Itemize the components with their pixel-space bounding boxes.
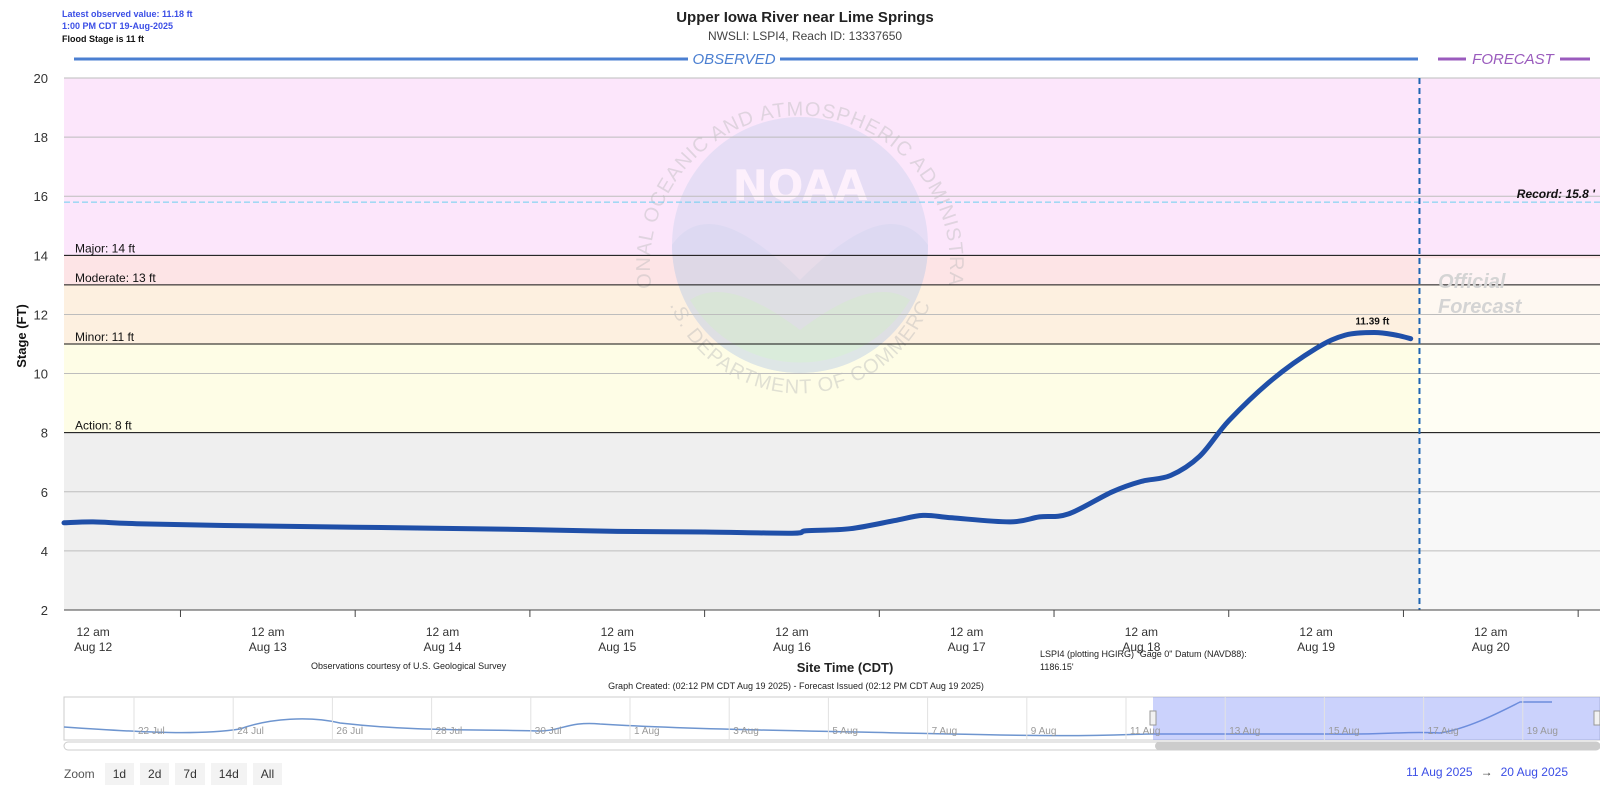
x-tick-label-date: Aug 18	[1122, 640, 1160, 654]
zoom-all-button[interactable]: All	[252, 763, 283, 785]
peak-data-label: 11.39 ft	[1355, 316, 1390, 327]
navigator-ticks: 22 Jul 24 Jul 26 Jul 28 Jul 30 Jul 1 Aug 3 Aug…	[133, 697, 1558, 740]
navigator-tick-label: 28 Jul	[436, 726, 463, 737]
zoom-label: Zoom	[64, 767, 95, 781]
x-tick-label-date: Aug 19	[1297, 640, 1335, 654]
navigator-tick-label: 19 Aug	[1527, 726, 1558, 737]
x-tick-label-date: Aug 12	[74, 640, 112, 654]
y-tick-label: 12	[34, 307, 48, 322]
navigator-tick-label: 3 Aug	[733, 726, 759, 737]
latest-value-note: Latest observed value: 11.18 ft	[62, 9, 193, 19]
y-tick-label: 18	[34, 130, 48, 145]
y-tick-label: 14	[34, 248, 48, 263]
zoom-2d-button[interactable]: 2d	[140, 763, 170, 785]
navigator-frame	[63, 696, 1600, 741]
y-tick-label: 2	[41, 603, 48, 618]
band-action	[64, 344, 1600, 433]
record-label: Record: 15.8 '	[1517, 187, 1596, 201]
forecast-label: FORECAST	[1472, 51, 1556, 68]
threshold-label-major: Major: 14 ft	[75, 241, 136, 255]
zoom-7d-button[interactable]: 7d	[175, 763, 205, 785]
x-tick-label-time: 12 am	[426, 625, 459, 639]
navigator-tick-label: 26 Jul	[336, 726, 363, 737]
y-tick-label: 6	[41, 485, 48, 500]
navigator-handle-right[interactable]	[1593, 710, 1600, 726]
navigator-tick-label: 1 Aug	[634, 726, 660, 737]
threshold-label-action: Action: 8 ft	[75, 419, 132, 433]
navigator-tick-label: 24 Jul	[237, 726, 264, 737]
stage-bands	[64, 78, 1600, 610]
zoom-1d-button[interactable]: 1d	[104, 763, 135, 785]
navigator-selection[interactable]	[1153, 697, 1600, 740]
flood-stage-note: Flood Stage is 11 ft	[62, 34, 145, 44]
x-tick-label-date: Aug 17	[948, 640, 986, 654]
y-axis-title: Stage (FT)	[14, 304, 29, 368]
y-axis: 2 4 6 8 10 12 14 16 18 20	[34, 71, 48, 618]
navigator-tick-label: 7 Aug	[932, 726, 958, 737]
range-to[interactable]: 20 Aug 2025	[1500, 765, 1568, 779]
zoom-controls: Zoom 1d 2d 7d 14d All	[64, 763, 283, 785]
navigator-handle-left[interactable]	[1149, 710, 1157, 726]
date-range: 11 Aug 2025 → 20 Aug 2025	[1406, 765, 1568, 779]
chart-title: Upper Iowa River near Lime Springs	[676, 9, 934, 26]
navigator-scrollbar-thumb[interactable]	[1155, 742, 1600, 750]
x-tick-label-time: 12 am	[775, 625, 808, 639]
graph-created-note: Graph Created: (02:12 PM CDT Aug 19 2025…	[608, 681, 984, 691]
x-tick-label-time: 12 am	[251, 625, 284, 639]
flood-thresholds: Major: 14 ft Moderate: 13 ft Minor: 11 ft A…	[64, 241, 1600, 434]
x-tick-label-date: Aug 15	[598, 640, 636, 654]
latest-time-note: 1:00 PM CDT 19-Aug-2025	[62, 21, 174, 31]
x-tick-label-time: 12 am	[1299, 625, 1332, 639]
x-tick-label-date: Aug 20	[1472, 640, 1510, 654]
range-from[interactable]: 11 Aug 2025	[1406, 765, 1473, 779]
threshold-label-moderate: Moderate: 13 ft	[75, 271, 156, 285]
observed-label: OBSERVED	[692, 51, 775, 68]
navigator-tick-label: 5 Aug	[832, 726, 858, 737]
zoom-14d-button[interactable]: 14d	[210, 763, 247, 785]
x-axis-title: Site Time (CDT)	[797, 660, 894, 675]
x-tick-label-time: 12 am	[601, 625, 634, 639]
x-tick-label-date: Aug 16	[773, 640, 811, 654]
navigator[interactable]: 22 Jul 24 Jul 26 Jul 28 Jul 30 Jul 1 Aug 3 Aug…	[63, 696, 1600, 751]
chart-subtitle: NWSLI: LSPI4, Reach ID: 13337650	[708, 29, 902, 43]
usgs-credit: Observations courtesy of U.S. Geological…	[311, 661, 507, 671]
navigator-tick-label: 15 Aug	[1328, 726, 1359, 737]
x-tick-label-date: Aug 14	[424, 640, 462, 654]
y-tick-label: 10	[34, 367, 48, 382]
svg-text:NOAA: NOAA	[733, 161, 868, 210]
band-major	[64, 78, 1600, 256]
navigator-tick-label: 17 Aug	[1428, 726, 1459, 737]
navigator-tick-label: 13 Aug	[1229, 726, 1260, 737]
y-tick-label: 20	[34, 71, 48, 86]
x-tick-label-time: 12 am	[950, 625, 983, 639]
band-normal	[64, 432, 1600, 610]
y-tick-label: 8	[41, 426, 48, 441]
datum-note-line2: 1186.15'	[1040, 662, 1074, 672]
datum-note-line1: LSPI4 (plotting HGIRG) "Gage 0" Datum (N…	[1040, 649, 1247, 659]
x-tick-label-time: 12 am	[1125, 625, 1158, 639]
navigator-tick-label: 11 Aug	[1130, 726, 1160, 737]
observed-stage-series	[61, 330, 1414, 536]
x-tick-label-time: 12 am	[76, 625, 109, 639]
navigator-series	[63, 701, 1552, 737]
official-label: Official	[1438, 271, 1506, 293]
navigator-tick-label: 9 Aug	[1031, 726, 1057, 737]
range-arrow-icon: →	[1480, 765, 1493, 779]
band-moderate	[64, 255, 1600, 285]
navigator-tick-label: 22 Jul	[138, 726, 165, 737]
x-tick-label-time: 12 am	[1474, 625, 1507, 639]
threshold-label-minor: Minor: 11 ft	[75, 330, 135, 344]
navigator-tick-label: 30 Jul	[535, 726, 562, 737]
y-tick-label: 4	[41, 544, 48, 559]
forecast-watermark-text: Forecast	[1438, 296, 1523, 318]
y-tick-label: 16	[34, 189, 48, 204]
x-tick-label-date: Aug 13	[249, 640, 287, 654]
